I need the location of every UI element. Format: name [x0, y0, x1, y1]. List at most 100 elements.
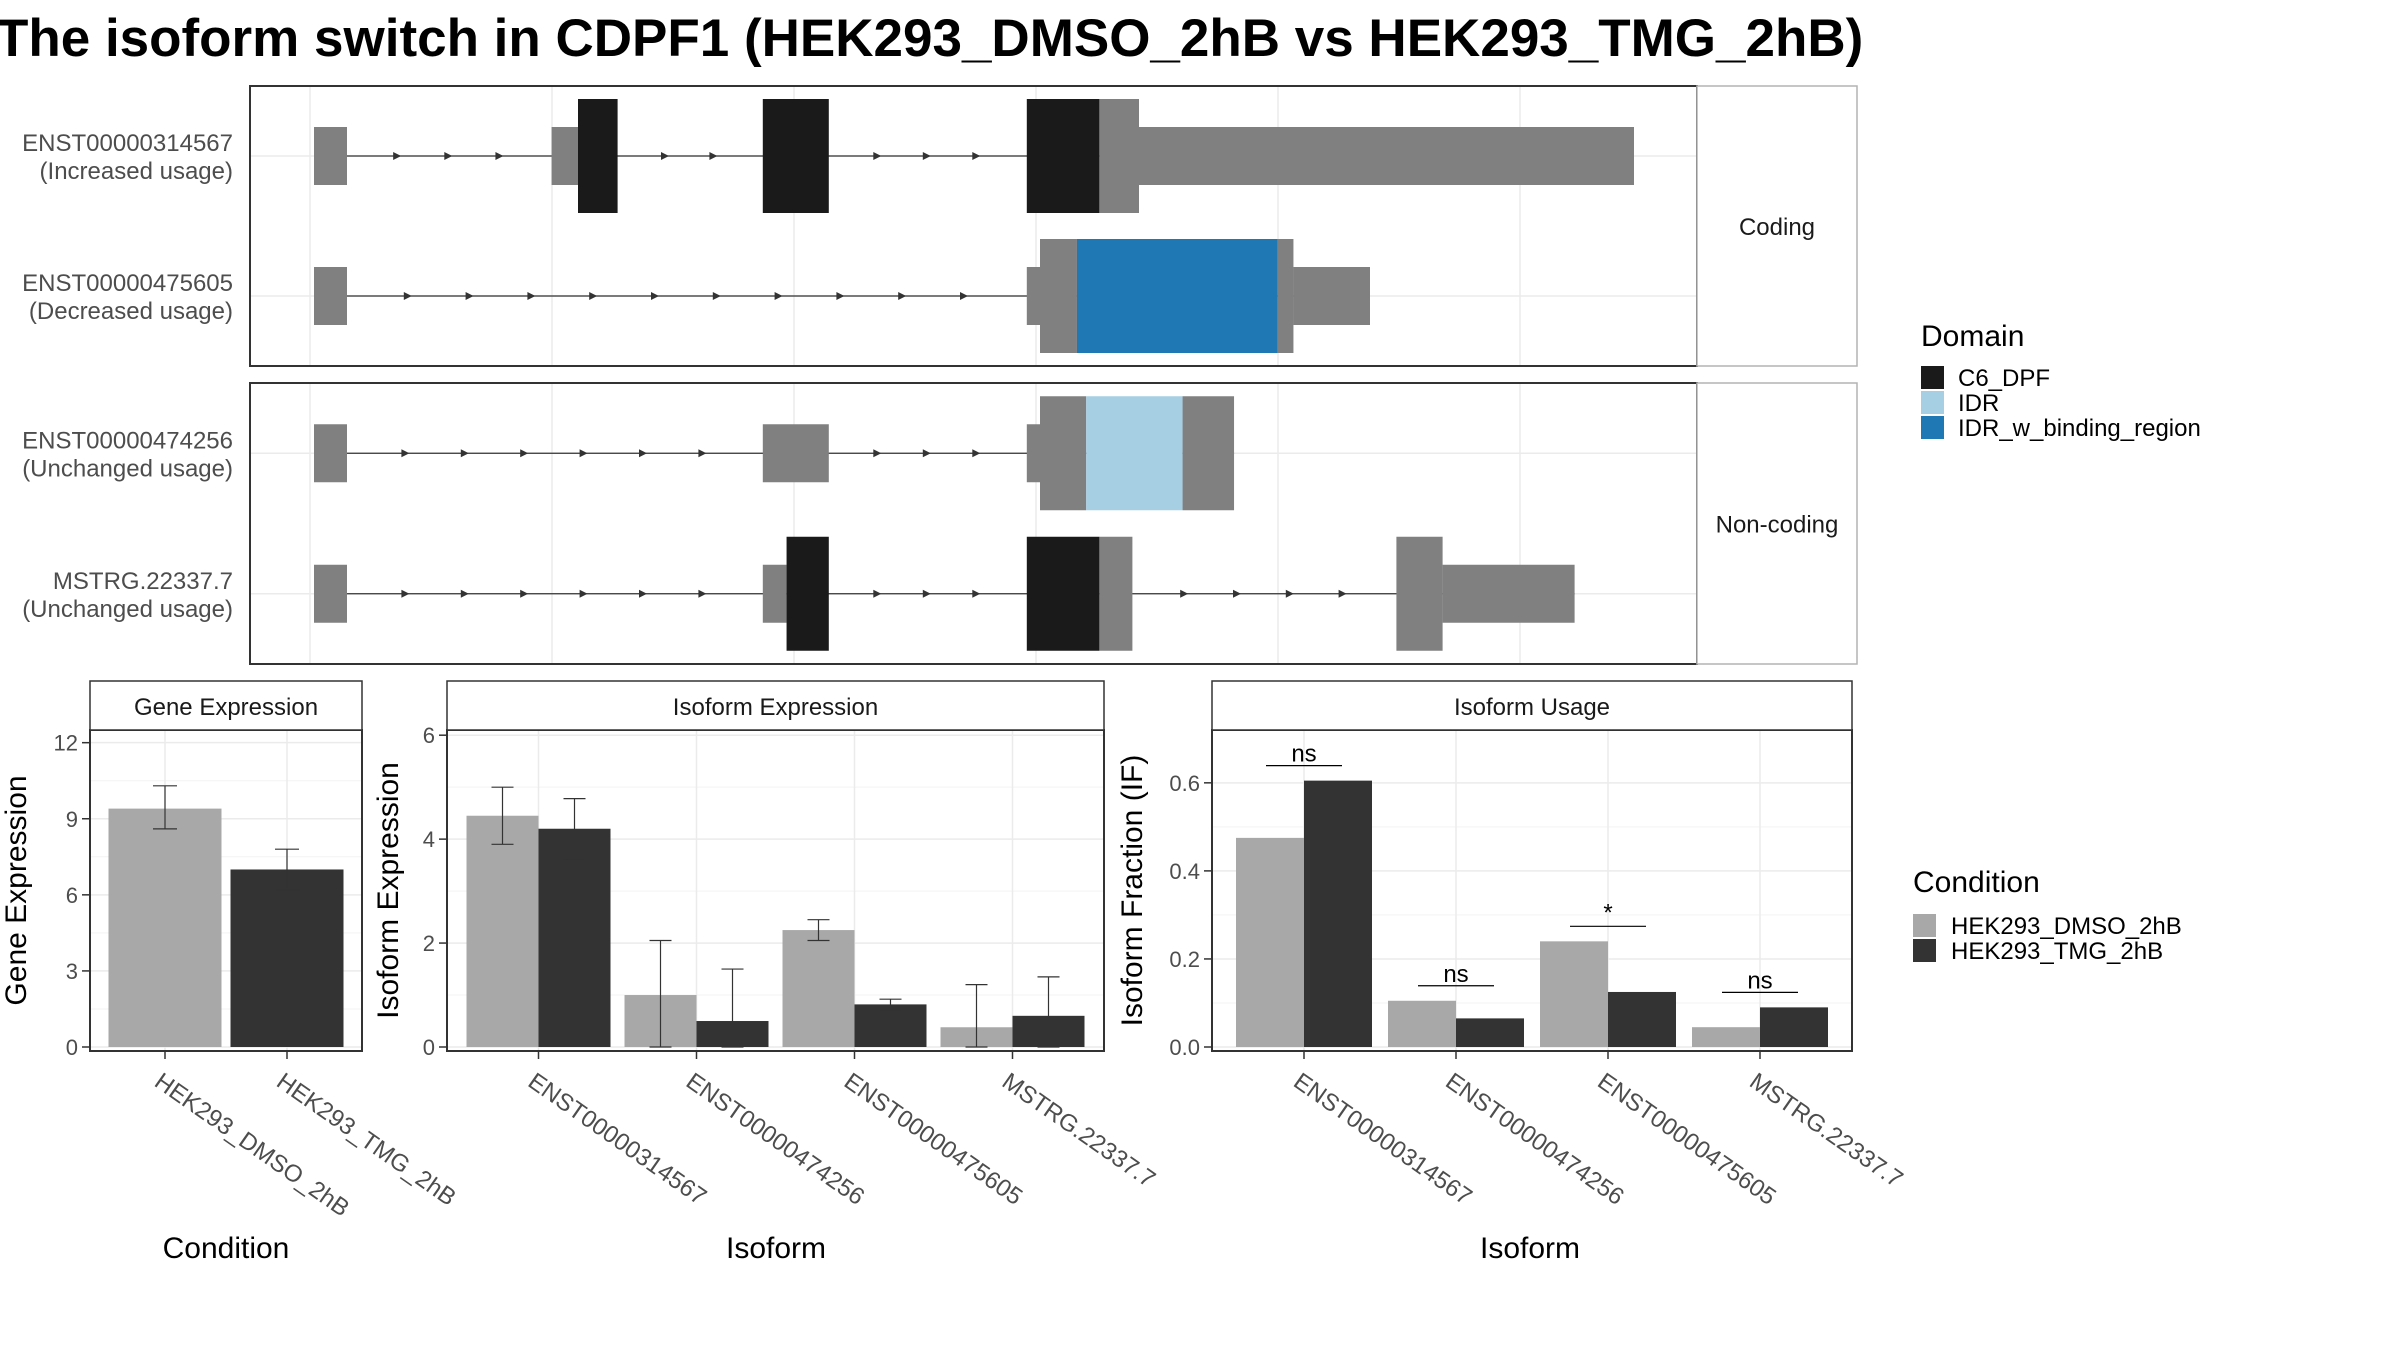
x-tick-label: HEK293_DMSO_2hB	[150, 1068, 355, 1222]
intron-arrow	[873, 589, 882, 598]
legend-item-label: HEK293_DMSO_2hB	[1951, 913, 2182, 940]
panel-strip-label: Coding	[1739, 214, 1815, 241]
coding-exon	[1040, 239, 1077, 353]
intron-arrow	[960, 292, 968, 300]
intron-arrow	[520, 589, 529, 598]
intron-arrow	[460, 449, 469, 458]
intron-arrow	[639, 589, 647, 598]
chart-title: Isoform Usage	[1454, 694, 1610, 721]
utr-exon	[551, 127, 578, 185]
facet-strip	[89, 680, 363, 731]
utr-exon	[1293, 267, 1370, 325]
domain-c6-dpf	[762, 99, 829, 213]
intron-arrow	[579, 589, 588, 598]
transcript-id-label: ENST00000474256	[22, 427, 233, 454]
y-tick-label: 6	[66, 883, 78, 908]
transcript-row: ENST00000314567(Increased usage)	[22, 99, 1634, 213]
transcript-id-label: MSTRG.22337.7	[53, 568, 233, 595]
domain-c6-dpf	[1026, 536, 1100, 651]
utr-exon	[762, 424, 829, 483]
transcript-id-label: ENST00000314567	[22, 130, 233, 157]
utr-exon	[1026, 424, 1040, 483]
y-tick-label: 3	[66, 959, 78, 984]
bar	[1236, 837, 1304, 1047]
intron-arrow	[1338, 589, 1347, 598]
coding-exon	[1099, 536, 1133, 651]
y-tick-label: 12	[54, 731, 78, 756]
intron-arrow	[972, 449, 981, 458]
intron-arrow	[579, 449, 588, 458]
y-tick-label: 0	[66, 1035, 78, 1060]
x-tick-label: MSTRG.22337.7	[997, 1068, 1160, 1193]
panel-strip-label: Non-coding	[1716, 512, 1839, 539]
y-tick-label: 2	[423, 931, 435, 956]
expression-bar-charts: Gene Expression036912HEK293_DMSO_2hBHEK2…	[0, 680, 1908, 1265]
intron-arrow	[401, 589, 410, 598]
x-tick-label: MSTRG.22337.7	[1745, 1068, 1908, 1193]
bar	[1540, 941, 1608, 1047]
bar	[538, 828, 611, 1047]
y-tick-label: 6	[423, 723, 435, 748]
y-tick-label: 4	[423, 827, 435, 852]
coding-exon	[1099, 99, 1139, 213]
y-tick-label: 0	[423, 1035, 435, 1060]
domain-idr-w-binding-region	[1076, 239, 1278, 353]
intron-arrow	[1285, 589, 1294, 598]
intron-arrow	[922, 589, 931, 598]
legend-swatch	[1921, 366, 1944, 389]
utr-exon	[314, 424, 347, 483]
utr-exon	[314, 267, 347, 325]
legend-title: Condition	[1913, 866, 2040, 899]
bar	[1760, 1007, 1828, 1047]
intron-arrow	[972, 152, 981, 160]
significance-label: ns	[1747, 967, 1772, 994]
bar	[1304, 780, 1372, 1047]
significance-label: *	[1603, 899, 1612, 926]
intron-arrow	[873, 152, 882, 160]
legend-title: Domain	[1921, 320, 2024, 353]
bar-chart-1: Gene Expression036912HEK293_DMSO_2hBHEK2…	[0, 680, 461, 1265]
y-axis-label: Gene Expression	[0, 775, 33, 1005]
legend-swatch	[1921, 416, 1944, 439]
coding-exon	[1277, 239, 1294, 353]
transcript-row: ENST00000475605(Decreased usage)	[22, 239, 1370, 353]
bar	[1388, 1000, 1456, 1047]
intron-arrow	[709, 152, 718, 160]
intron-arrow	[1180, 589, 1189, 598]
intron-arrow	[972, 589, 981, 598]
significance-label: ns	[1291, 741, 1316, 768]
legend-item-label: IDR_w_binding_region	[1958, 415, 2201, 442]
intron-arrow	[898, 292, 907, 300]
intron-arrow	[589, 292, 598, 300]
transcript-usage-label: (Unchanged usage)	[22, 455, 233, 482]
intron-arrow	[465, 292, 474, 300]
transcript-usage-label: (Unchanged usage)	[22, 596, 233, 623]
coding-exon	[1182, 396, 1235, 511]
domain-idr	[1086, 396, 1183, 511]
legend-item-label: HEK293_TMG_2hB	[1951, 938, 2163, 965]
bar	[1608, 991, 1676, 1047]
intron-arrow	[393, 152, 402, 160]
transcript-row: ENST00000474256(Unchanged usage)	[22, 396, 1235, 511]
intron-arrow	[401, 449, 410, 458]
intron-arrow	[774, 292, 783, 300]
utr-exon	[314, 564, 347, 623]
legend-item-label: C6_DPF	[1958, 365, 2050, 392]
coding-exon	[1396, 536, 1443, 651]
facet-strip	[1211, 680, 1853, 731]
intron-arrow	[460, 589, 469, 598]
domain-c6-dpf	[786, 536, 829, 651]
y-tick-label: 0.4	[1169, 859, 1200, 884]
panel-strip	[1696, 382, 1858, 665]
transcript-id-label: ENST00000475605	[22, 270, 233, 297]
intron-arrow	[520, 449, 529, 458]
bar-chart-2: Isoform Expression0246ENST00000314567ENS…	[372, 680, 1160, 1265]
intron-arrow	[444, 152, 453, 160]
y-tick-label: 0.0	[1169, 1035, 1200, 1060]
domain-c6-dpf	[578, 99, 618, 213]
intron-arrow	[873, 449, 882, 458]
